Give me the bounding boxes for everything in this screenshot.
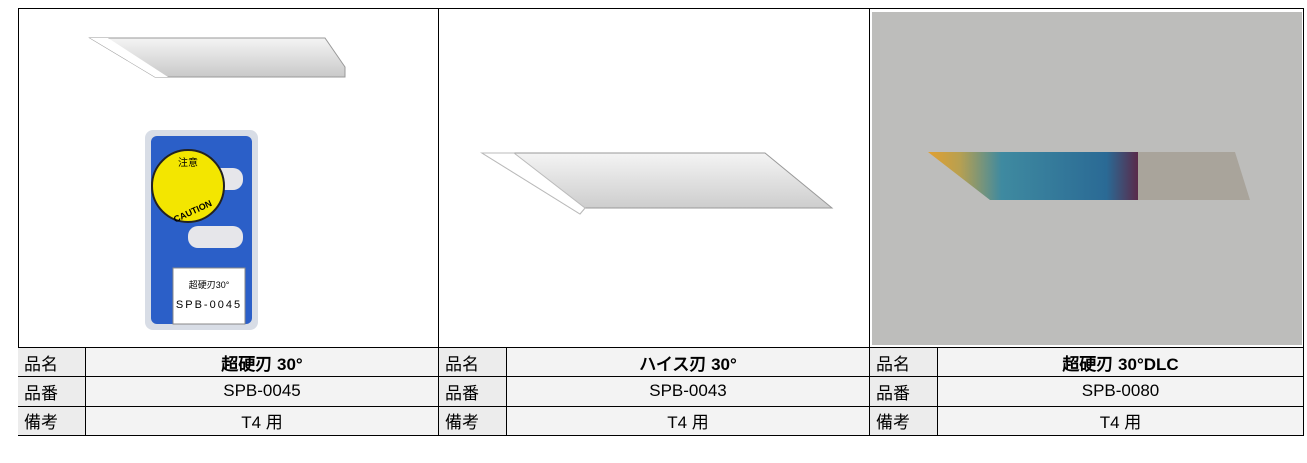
field-label: 備考 [439, 406, 507, 436]
field-value: 超硬刃 30° [86, 348, 439, 378]
package-label-text: 超硬刃30° [189, 279, 230, 290]
field-value: SPB-0045 [86, 377, 439, 407]
warning-text: 注意 [178, 156, 198, 169]
caution-badge [151, 149, 225, 223]
product-image [872, 12, 1302, 345]
image-cell [439, 8, 870, 348]
package-label [172, 267, 246, 325]
field-label: 品番 [18, 377, 86, 407]
blade-plain [1138, 152, 1250, 200]
field-label: 品名 [18, 348, 86, 378]
blade-edge [90, 38, 168, 77]
blade [88, 37, 346, 78]
image-cell [870, 8, 1304, 348]
blade-edge [480, 152, 586, 215]
field-value: T4 用 [86, 406, 439, 436]
product-image [480, 152, 834, 215]
field-value: T4 用 [938, 406, 1304, 436]
field-label: 品名 [870, 348, 938, 378]
field-value: ハイス刃 30° [507, 348, 870, 378]
product-image: 注意 CAUTION 超硬刃30° SPB-0045 [88, 37, 346, 330]
field-label: 備考 [18, 406, 86, 436]
field-label: 品番 [439, 377, 507, 407]
field-value: SPB-0043 [507, 377, 870, 407]
table-frame [18, 8, 1304, 436]
field-value: SPB-0080 [938, 377, 1304, 407]
blade-coated [928, 152, 1138, 200]
image-cell [18, 8, 439, 348]
package-label-text: SPB-0045 [176, 299, 242, 311]
field-value: 超硬刃 30°DLC [938, 348, 1304, 378]
field-value: T4 用 [507, 406, 870, 436]
field-label: 品番 [870, 377, 938, 407]
field-label: 備考 [870, 406, 938, 436]
field-label: 品名 [439, 348, 507, 378]
window [188, 226, 243, 248]
